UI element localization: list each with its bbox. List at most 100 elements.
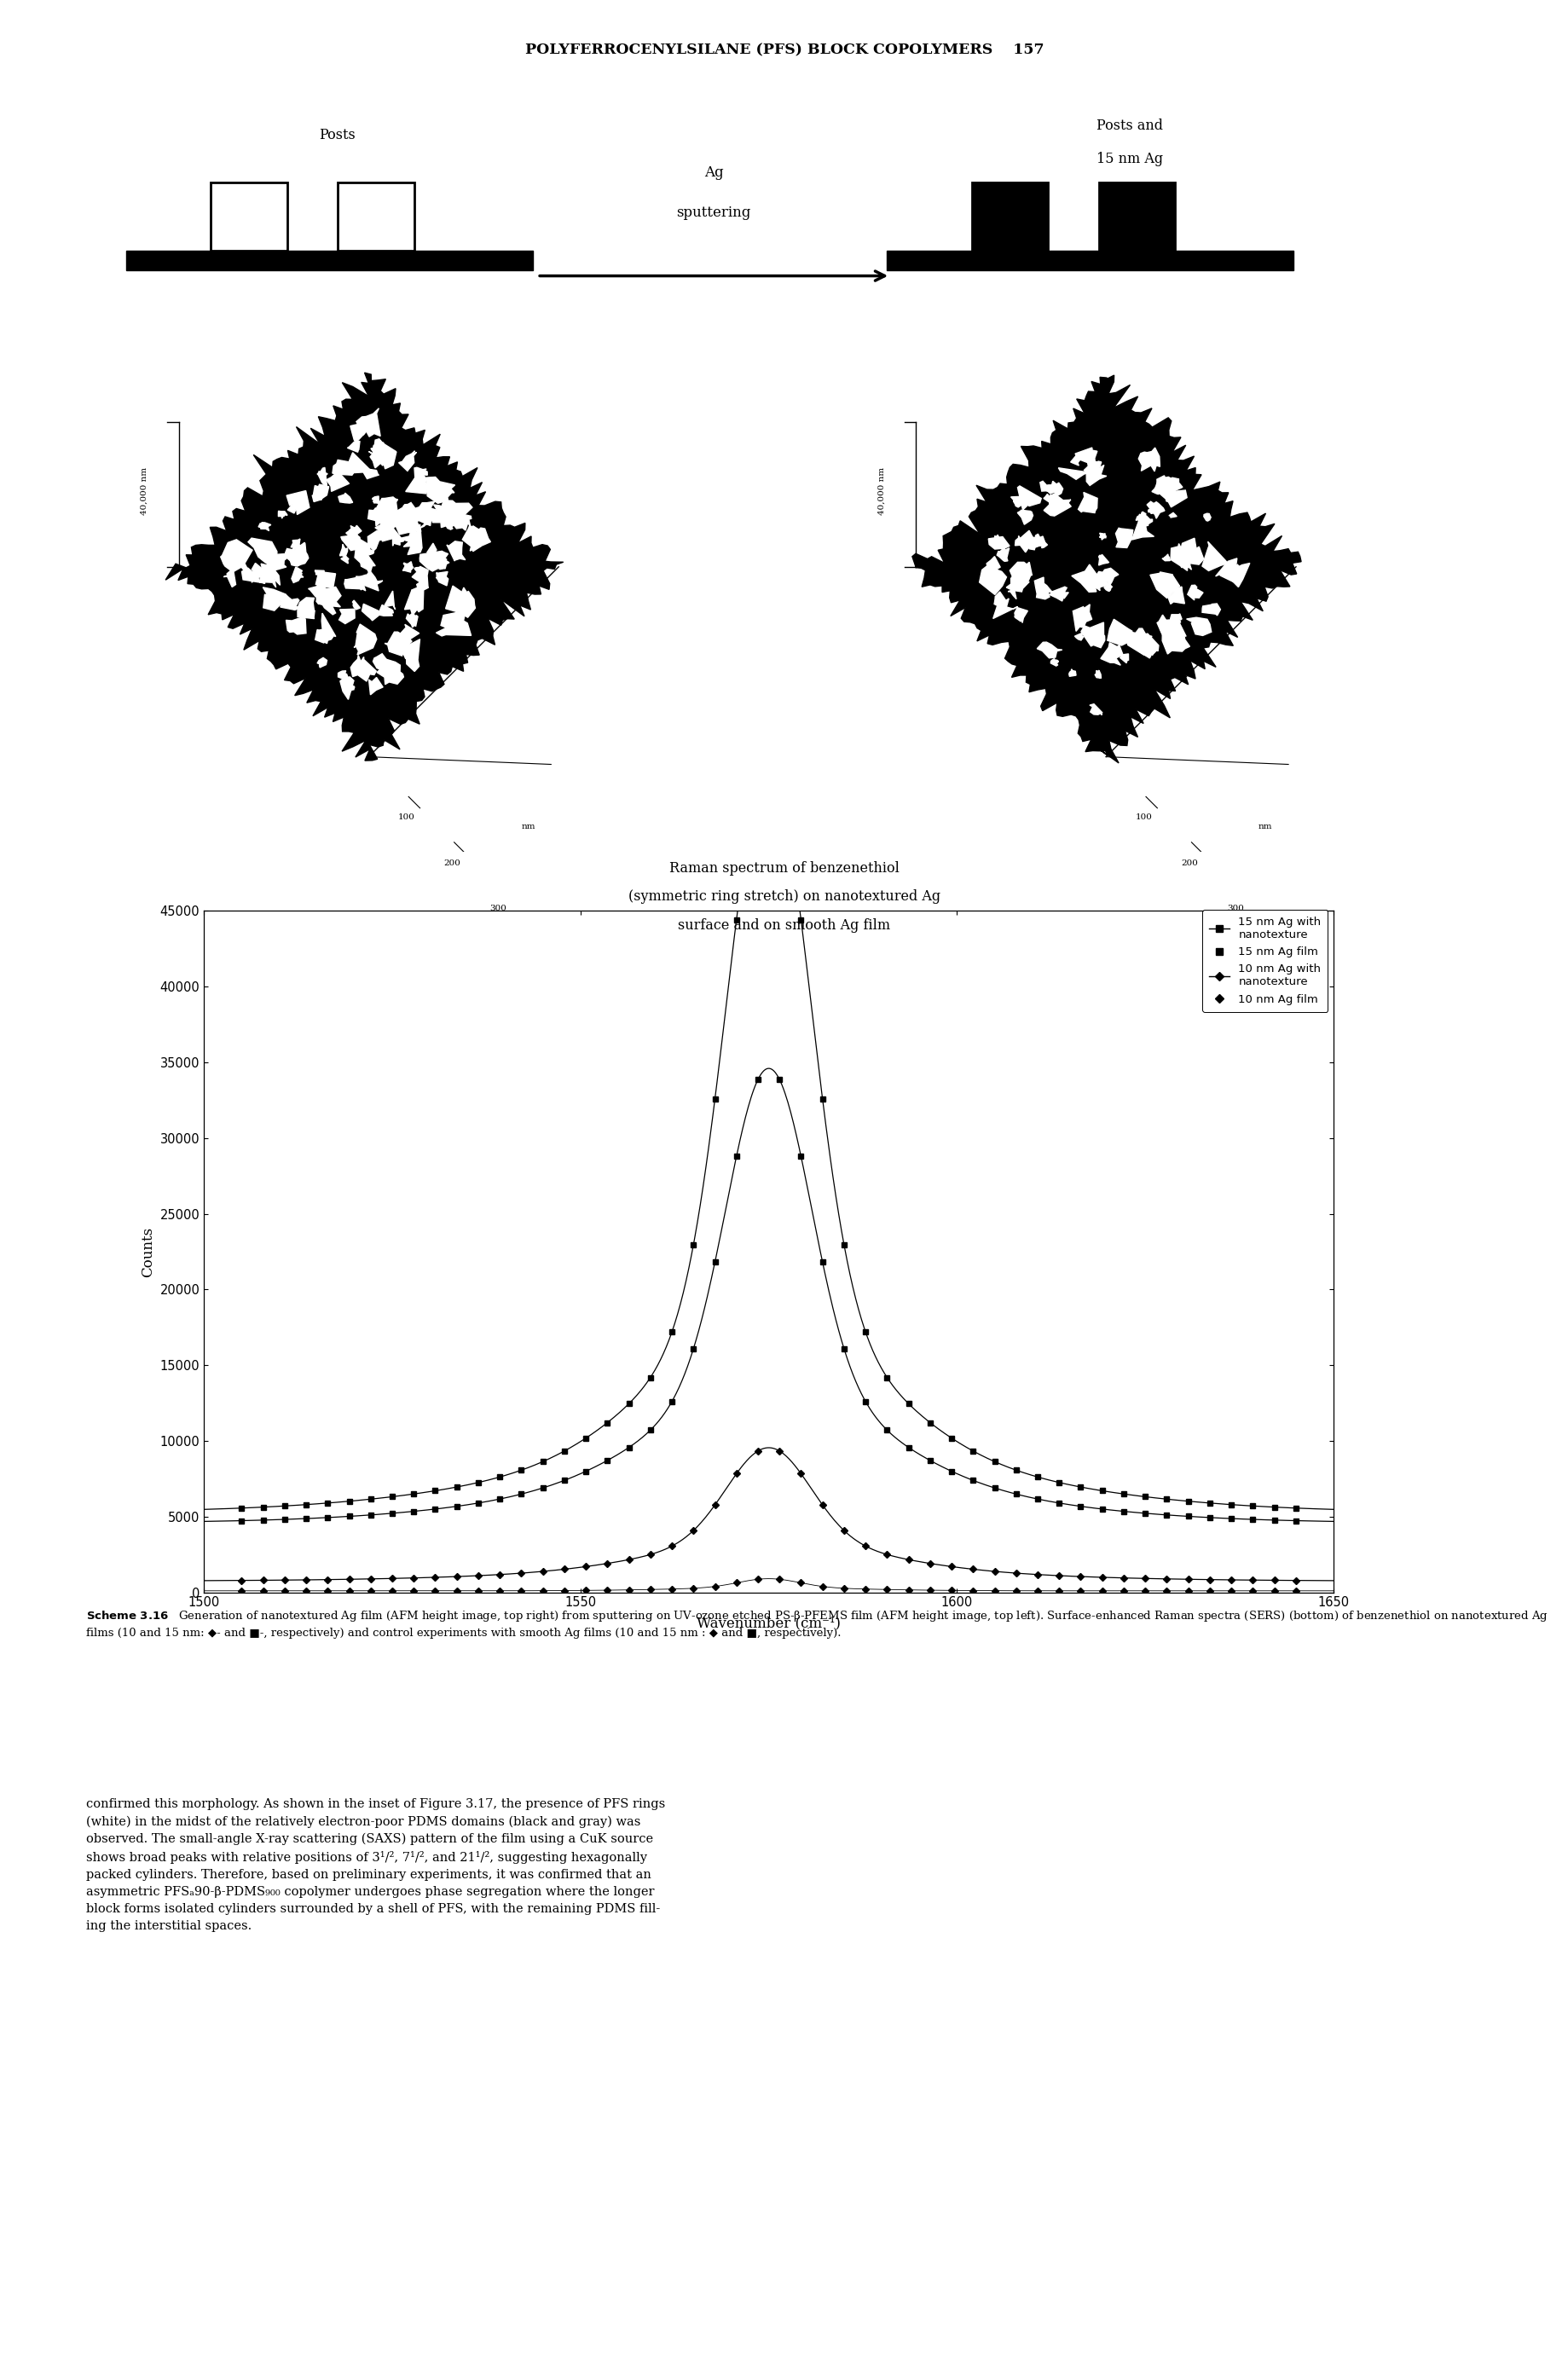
Polygon shape: [426, 544, 436, 561]
Polygon shape: [406, 478, 426, 494]
Polygon shape: [350, 424, 370, 442]
Polygon shape: [1159, 622, 1189, 653]
Text: POLYFERROCENYLSILANE (PFS) BLOCK COPOLYMERS    157: POLYFERROCENYLSILANE (PFS) BLOCK COPOLYM…: [525, 43, 1043, 57]
Polygon shape: [469, 528, 491, 551]
Polygon shape: [1091, 573, 1109, 589]
Text: 40,000 nm: 40,000 nm: [878, 466, 886, 516]
Polygon shape: [1094, 670, 1101, 679]
Polygon shape: [340, 677, 354, 700]
Polygon shape: [339, 672, 348, 681]
Bar: [337, 182, 414, 251]
Polygon shape: [356, 409, 379, 438]
Polygon shape: [1099, 568, 1118, 587]
Polygon shape: [1033, 535, 1044, 547]
Polygon shape: [1143, 516, 1152, 528]
Polygon shape: [1178, 537, 1203, 568]
Text: Ag: Ag: [704, 166, 723, 180]
Polygon shape: [376, 528, 386, 539]
Polygon shape: [996, 547, 1008, 561]
Polygon shape: [467, 532, 481, 551]
Polygon shape: [347, 440, 359, 452]
Polygon shape: [1018, 511, 1032, 525]
Polygon shape: [1090, 705, 1102, 715]
Polygon shape: [340, 535, 358, 551]
Polygon shape: [348, 684, 354, 691]
Polygon shape: [263, 587, 289, 610]
Polygon shape: [412, 502, 437, 525]
Polygon shape: [414, 468, 426, 478]
Text: 300: 300: [489, 904, 506, 913]
Polygon shape: [367, 530, 381, 551]
Polygon shape: [1107, 620, 1132, 646]
Text: Posts and: Posts and: [1096, 118, 1162, 132]
Polygon shape: [166, 374, 563, 759]
Polygon shape: [309, 584, 326, 599]
Polygon shape: [1058, 468, 1088, 480]
Polygon shape: [1185, 618, 1210, 636]
Polygon shape: [993, 599, 1018, 618]
Polygon shape: [978, 565, 1007, 594]
Text: nm: nm: [521, 823, 535, 830]
Polygon shape: [437, 499, 456, 516]
Polygon shape: [1049, 587, 1068, 601]
Polygon shape: [1131, 511, 1154, 539]
Polygon shape: [375, 438, 383, 450]
Polygon shape: [1156, 476, 1178, 504]
Polygon shape: [1215, 558, 1236, 582]
Polygon shape: [332, 459, 358, 476]
Polygon shape: [436, 610, 470, 636]
Polygon shape: [1043, 494, 1071, 516]
Polygon shape: [406, 639, 420, 672]
Polygon shape: [1051, 492, 1058, 497]
Polygon shape: [433, 504, 456, 528]
Polygon shape: [986, 556, 1000, 573]
Polygon shape: [430, 554, 447, 570]
Polygon shape: [450, 504, 472, 521]
Text: Posts: Posts: [318, 128, 356, 142]
Text: (symmetric ring stretch) on nanotextured Ag: (symmetric ring stretch) on nanotextured…: [629, 890, 939, 904]
Polygon shape: [1069, 457, 1080, 466]
Text: 15 nm Ag: 15 nm Ag: [1096, 151, 1162, 166]
Polygon shape: [1146, 502, 1163, 518]
Polygon shape: [290, 539, 299, 549]
Polygon shape: [318, 468, 328, 490]
Text: nm: nm: [1258, 823, 1272, 830]
Polygon shape: [384, 592, 395, 610]
Polygon shape: [445, 587, 475, 618]
Polygon shape: [452, 511, 470, 530]
Bar: [971, 182, 1047, 251]
Text: 400: 400: [535, 951, 552, 958]
Polygon shape: [354, 625, 376, 655]
Polygon shape: [372, 497, 379, 504]
Polygon shape: [1099, 532, 1105, 539]
Polygon shape: [911, 376, 1300, 762]
Polygon shape: [265, 554, 287, 573]
Polygon shape: [1018, 485, 1041, 511]
Polygon shape: [1077, 492, 1098, 513]
Polygon shape: [1019, 530, 1036, 551]
Text: 200: 200: [444, 859, 461, 866]
Polygon shape: [315, 492, 326, 499]
Polygon shape: [439, 504, 461, 523]
Text: surface and on smooth Ag film: surface and on smooth Ag film: [677, 918, 891, 932]
Polygon shape: [375, 499, 398, 525]
Polygon shape: [403, 561, 414, 573]
Polygon shape: [426, 478, 455, 504]
Polygon shape: [317, 658, 326, 667]
Polygon shape: [278, 511, 287, 518]
Polygon shape: [412, 565, 428, 587]
Polygon shape: [368, 509, 379, 521]
Polygon shape: [373, 653, 390, 672]
Text: confirmed this morphology. As shown in the inset of Figure 3.17, the presence of: confirmed this morphology. As shown in t…: [86, 1798, 665, 1933]
Polygon shape: [1138, 447, 1159, 471]
Polygon shape: [1157, 615, 1174, 639]
Polygon shape: [1201, 542, 1228, 570]
Polygon shape: [463, 525, 481, 547]
Polygon shape: [1165, 490, 1187, 506]
Polygon shape: [1104, 584, 1112, 592]
Polygon shape: [1187, 584, 1203, 601]
Polygon shape: [340, 544, 348, 558]
Polygon shape: [1231, 563, 1240, 577]
Polygon shape: [1101, 644, 1123, 665]
Polygon shape: [1151, 480, 1162, 494]
